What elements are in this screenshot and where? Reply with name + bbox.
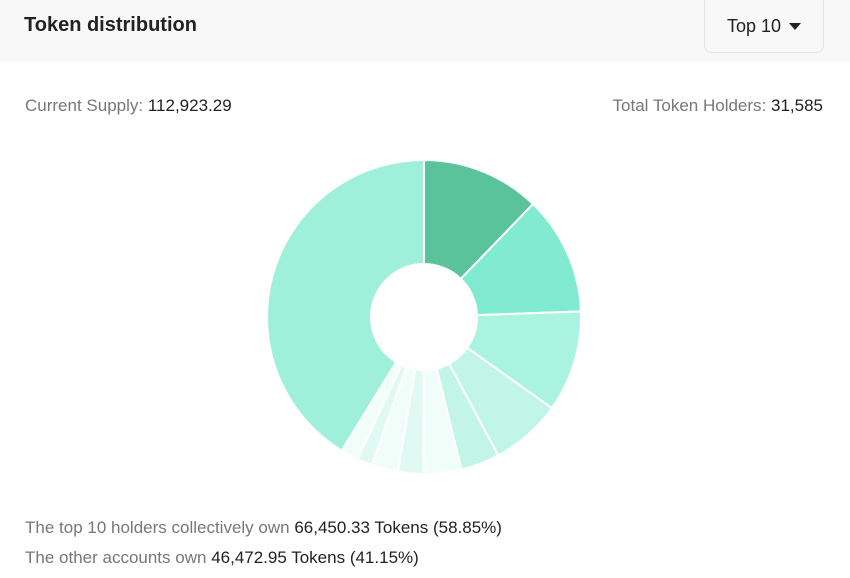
donut-slice-1[interactable] <box>423 158 535 281</box>
page-title: Token distribution <box>24 14 197 36</box>
current-supply: Current Supply: 112,923.29 <box>25 96 232 116</box>
donut-slice-2[interactable] <box>459 202 582 317</box>
top-holders-summary: The top 10 holders collectively own 66,4… <box>25 518 502 538</box>
header: Token distribution Top 10 <box>0 0 850 62</box>
dropdown-label: Top 10 <box>726 15 782 36</box>
holders-value: 31,585 <box>771 96 823 115</box>
holders-label: Total Token Holders: <box>612 96 767 115</box>
supply-label: Current Supply: <box>25 96 144 115</box>
total-holders: Total Token Holders: 31,585 <box>613 96 823 116</box>
other-value: 46,472.95 Tokens (41.15%) <box>211 548 419 567</box>
top-value: 66,450.33 Tokens (58.85%) <box>294 518 502 537</box>
top-n-dropdown[interactable]: Top 10 <box>704 0 824 53</box>
other-accounts-summary: The other accounts own 46,472.95 Tokens … <box>25 548 419 568</box>
other-prefix: The other accounts own <box>25 548 207 567</box>
caret-down-icon <box>789 22 802 30</box>
donut-slice-11[interactable] <box>266 158 425 453</box>
supply-value: 112,923.29 <box>147 96 232 115</box>
top-prefix: The top 10 holders collectively own <box>25 518 290 537</box>
